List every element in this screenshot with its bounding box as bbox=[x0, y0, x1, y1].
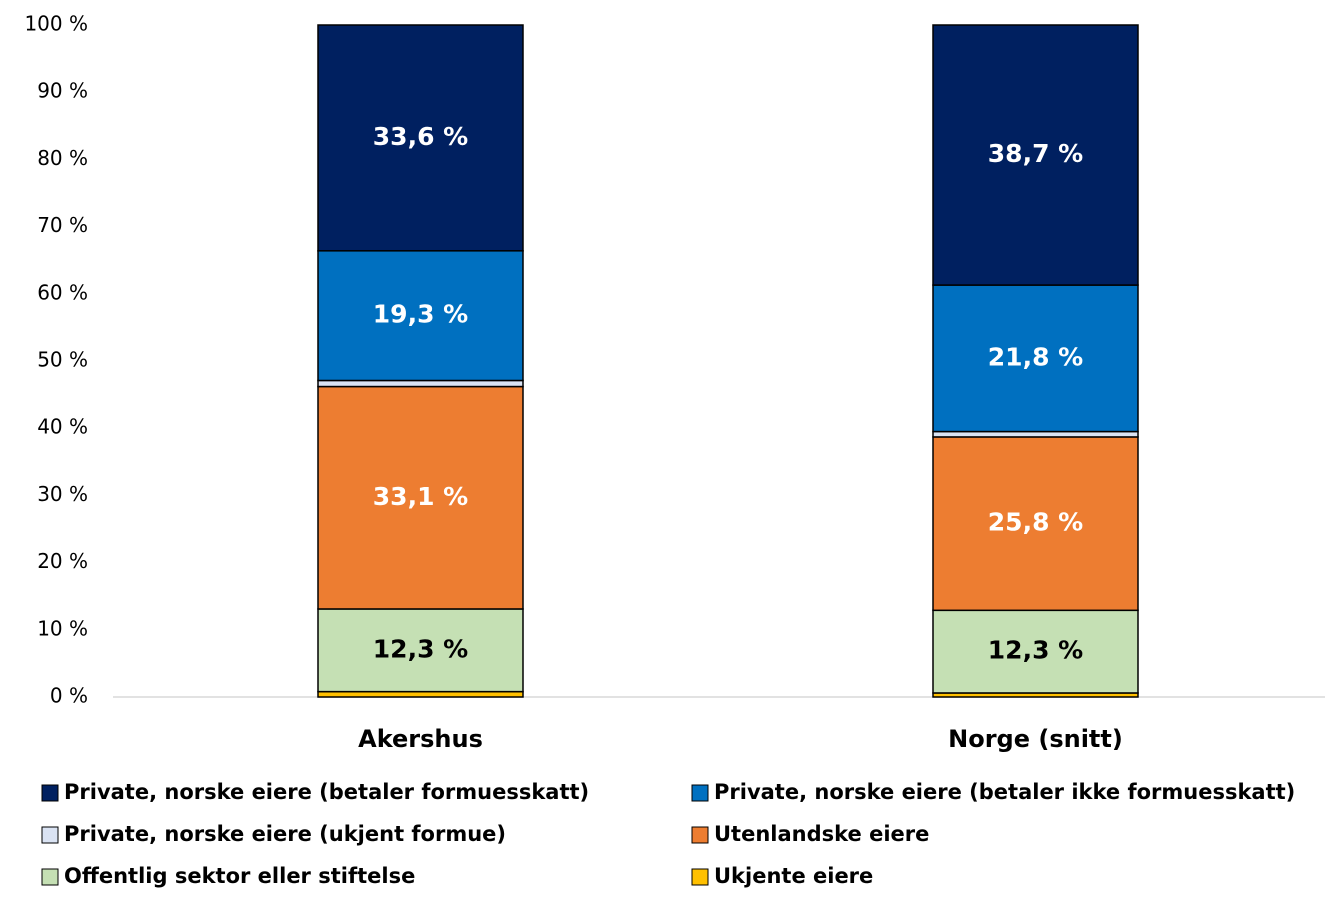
data-label: 12,3 % bbox=[988, 636, 1083, 665]
bar-segment bbox=[932, 430, 1139, 438]
legend-label: Private, norske eiere (betaler ikke form… bbox=[714, 780, 1295, 804]
legend-label: Private, norske eiere (ukjent formue) bbox=[64, 822, 506, 846]
legend-swatch bbox=[41, 868, 59, 886]
bar-segment bbox=[932, 609, 1139, 694]
x-tick-label: Norge (snitt) bbox=[948, 725, 1123, 753]
y-tick-label: 80 % bbox=[37, 146, 88, 170]
y-tick-label: 50 % bbox=[37, 348, 88, 372]
y-tick-label: 10 % bbox=[37, 616, 88, 640]
bar-segment bbox=[317, 24, 524, 252]
y-tick-label: 20 % bbox=[37, 549, 88, 573]
data-label: 12,3 % bbox=[373, 634, 468, 663]
legend-label: Utenlandske eiere bbox=[714, 822, 929, 846]
legend-label: Private, norske eiere (betaler formuessk… bbox=[64, 780, 589, 804]
legend-swatch bbox=[41, 784, 59, 802]
data-label: 19,3 % bbox=[373, 300, 468, 329]
data-label: 33,6 % bbox=[373, 122, 468, 151]
legend-swatch bbox=[691, 826, 709, 844]
y-tick-label: 60 % bbox=[37, 280, 88, 304]
y-tick-label: 30 % bbox=[37, 482, 88, 506]
data-label: 38,7 % bbox=[988, 139, 1083, 168]
legend-swatch bbox=[41, 826, 59, 844]
legend-swatch bbox=[691, 868, 709, 886]
y-tick-label: 70 % bbox=[37, 213, 88, 237]
bar-segment bbox=[317, 385, 524, 610]
bar-segment bbox=[932, 284, 1139, 433]
data-label: 33,1 % bbox=[373, 482, 468, 511]
bar-segment bbox=[317, 379, 524, 388]
y-tick-label: 0 % bbox=[50, 684, 88, 708]
y-tick-label: 40 % bbox=[37, 415, 88, 439]
legend-label: Ukjente eiere bbox=[714, 864, 873, 888]
bar-segment bbox=[932, 436, 1139, 612]
data-label: 21,8 % bbox=[988, 342, 1083, 371]
x-tick-label: Akershus bbox=[358, 725, 483, 753]
legend-swatch bbox=[691, 784, 709, 802]
y-tick-label: 90 % bbox=[37, 79, 88, 103]
bar-segment bbox=[932, 24, 1139, 286]
bar-segment bbox=[317, 690, 524, 698]
y-tick-label: 100 % bbox=[24, 12, 88, 36]
bar-segment bbox=[317, 608, 524, 693]
data-label: 25,8 % bbox=[988, 508, 1083, 537]
legend-label: Offentlig sektor eller stiftelse bbox=[64, 864, 415, 888]
